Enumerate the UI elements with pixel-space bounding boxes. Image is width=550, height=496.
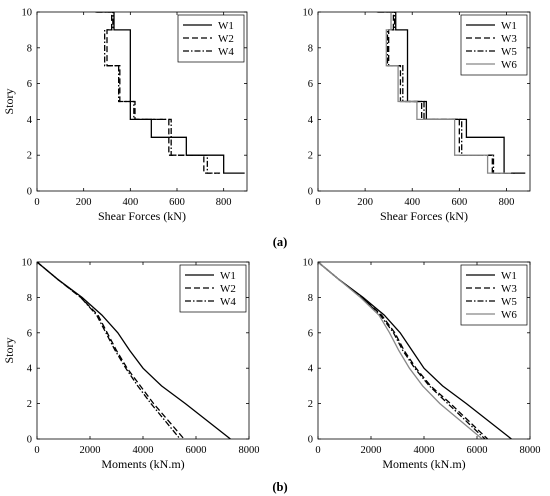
y-tick-label: 2 <box>308 399 313 410</box>
series-W4-line <box>37 262 181 439</box>
y-tick-label: 4 <box>308 364 314 375</box>
legend-entry-W1: W1 <box>501 270 517 282</box>
caption-b: (b) <box>272 480 287 494</box>
x-tick-label: 8000 <box>239 445 260 456</box>
x-axis-label: Shear Forces (kN) <box>380 209 468 223</box>
series-W4-line <box>96 12 219 174</box>
y-tick-label: 4 <box>27 364 33 375</box>
x-axis-label: Moments (kN.m) <box>101 457 184 471</box>
series-W6-line <box>376 12 512 174</box>
y-tick-label: 6 <box>308 79 313 90</box>
y-tick-label: 8 <box>308 293 313 304</box>
x-tick-label: 0 <box>315 197 320 208</box>
axes-frame <box>36 11 248 192</box>
legend-box <box>460 264 528 326</box>
x-tick-label: 4000 <box>133 445 154 456</box>
y-tick-label: 8 <box>27 43 32 54</box>
y-tick-label: 6 <box>308 328 313 339</box>
y-tick-label: 0 <box>27 435 32 446</box>
series-W5-line <box>318 262 486 439</box>
x-tick-label: 6000 <box>186 445 207 456</box>
legend-box <box>460 14 528 76</box>
series-W6-line <box>318 262 483 439</box>
y-tick-label: 2 <box>308 151 313 162</box>
chart-moment_b: 0 2000 4000 6000 8000 0 2 4 6 8 10 Moments (kN.m) W1… <box>303 258 541 472</box>
legend-entry-W6: W6 <box>501 309 517 321</box>
legend-entry-W3: W3 <box>501 283 517 295</box>
x-tick-label: 800 <box>499 197 515 208</box>
legend-entry-W5: W5 <box>501 296 517 308</box>
x-axis-label: Moments (kN.m) <box>382 457 465 471</box>
x-tick-label: 6000 <box>467 445 488 456</box>
legend-entry-W2: W2 <box>218 33 234 45</box>
x-tick-label: 800 <box>216 197 232 208</box>
legend-entry-W5: W5 <box>501 46 517 58</box>
legend-entry-W6: W6 <box>501 59 517 71</box>
x-tick-label: 0 <box>34 197 39 208</box>
legend-entry-W1: W1 <box>218 20 234 32</box>
x-tick-label: 600 <box>451 197 467 208</box>
y-tick-label: 10 <box>22 258 33 269</box>
x-tick-label: 600 <box>169 197 185 208</box>
y-tick-label: 2 <box>27 151 32 162</box>
legend-entry-W4: W4 <box>220 296 236 308</box>
series-W1-line <box>318 262 512 439</box>
series-W1-line <box>37 262 231 439</box>
legend-entry-W1: W1 <box>220 270 236 282</box>
y-tick-label: 8 <box>308 43 313 54</box>
y-tick-label: 0 <box>308 187 313 198</box>
x-tick-label: 400 <box>404 197 420 208</box>
caption-a: (a) <box>273 235 288 249</box>
x-tick-label: 0 <box>34 445 39 456</box>
series-W1-line <box>95 12 245 174</box>
x-tick-label: 200 <box>76 197 92 208</box>
y-tick-label: 0 <box>27 187 32 198</box>
legend-entry-W4: W4 <box>218 46 234 58</box>
y-tick-label: 6 <box>27 328 32 339</box>
y-tick-label: 0 <box>308 435 313 446</box>
x-tick-label: 2000 <box>361 445 382 456</box>
y-tick-label: 2 <box>27 399 32 410</box>
y-tick-label: 8 <box>27 293 32 304</box>
y-tick-label: 10 <box>22 8 33 19</box>
x-tick-label: 400 <box>122 197 138 208</box>
x-axis-label: Shear Forces (kN) <box>98 209 186 223</box>
legend-entry-W1: W1 <box>501 20 517 32</box>
y-tick-label: 4 <box>308 115 314 126</box>
y-tick-label: 10 <box>303 8 314 19</box>
series-W2-line <box>37 262 185 439</box>
x-tick-label: 8000 <box>520 445 541 456</box>
x-tick-label: 4000 <box>414 445 435 456</box>
y-axis-label: Story <box>2 337 16 363</box>
legend-entry-W3: W3 <box>501 33 517 45</box>
chart-shear_a: 0 200 400 600 800 0 2 4 6 8 10 Shear Forces (kN) Sto… <box>2 8 248 223</box>
x-tick-label: 2000 <box>80 445 101 456</box>
y-tick-label: 4 <box>27 115 33 126</box>
chart-moment_a: 0 2000 4000 6000 8000 0 2 4 6 8 10 Moments (kN.m) St… <box>2 258 260 472</box>
y-axis-label: Story <box>2 88 16 114</box>
legend-entry-W2: W2 <box>220 283 236 295</box>
x-tick-label: 200 <box>357 197 373 208</box>
x-tick-label: 0 <box>315 445 320 456</box>
y-tick-label: 10 <box>303 258 314 269</box>
y-tick-label: 6 <box>27 79 32 90</box>
axes-frame <box>317 11 531 192</box>
series-W1-line <box>376 12 526 174</box>
